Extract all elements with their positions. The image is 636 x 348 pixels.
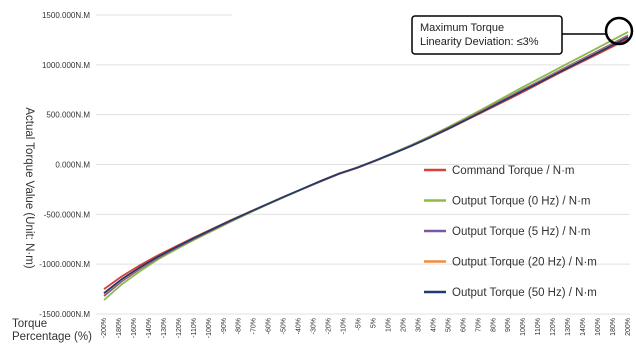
x-tick-label: -100% — [206, 318, 213, 338]
annotation-callout: Maximum Torque Linearity Deviation: ≤3% — [411, 15, 634, 55]
x-tick-label: -130% — [161, 318, 168, 338]
callout-box — [411, 15, 563, 55]
legend-label: Output Torque (50 Hz) / N·m — [452, 287, 597, 299]
gridlines — [96, 14, 630, 315]
x-tick-label: -30% — [311, 318, 318, 334]
deviation-highlight-circle — [604, 16, 634, 46]
series-line — [103, 36, 629, 294]
x-tick-label: -140% — [146, 318, 153, 338]
legend-label: Command Torque / N·m — [452, 165, 575, 177]
legend: Command Torque / N·m Output Torque (0 Hz)… — [424, 165, 597, 299]
legend-label: Output Torque (5 Hz) / N·m — [452, 226, 590, 238]
callout-text: Maximum Torque Linearity Deviation: ≤3% — [420, 22, 539, 48]
x-axis-ticks: -200% -180% -160% -140% -130% -120% -110% -100%… — [101, 318, 632, 338]
x-tick-label: 130% — [565, 318, 572, 336]
x-tick-label: -60% — [266, 318, 273, 334]
y-tick-label: -1000.000N.M — [39, 260, 90, 269]
x-tick-label: 120% — [550, 318, 557, 336]
x-tick-label: 60% — [460, 318, 467, 332]
x-tick-label: -20% — [326, 318, 333, 334]
x-tick-label: 70% — [475, 318, 482, 332]
y-axis-ticks: 1500.000N.M 1000.000N.M 500.000N.M 0.000N.M… — [39, 11, 90, 319]
y-tick-label: 0.000N.M — [55, 161, 90, 170]
legend-label: Output Torque (20 Hz) / N·m — [452, 257, 597, 269]
y-tick-label: 500.000N.M — [46, 111, 90, 120]
x-tick-label: 5% — [370, 318, 377, 328]
y-tick-label: -1500.000N.M — [39, 310, 90, 319]
x-tick-label: -120% — [176, 318, 183, 338]
x-axis-title-line2: Percentage (%) — [12, 331, 92, 343]
x-axis-title-line1: Torque — [12, 318, 47, 330]
x-tick-label: -200% — [101, 318, 108, 338]
x-tick-label: 40% — [430, 318, 437, 332]
x-tick-label: 80% — [490, 318, 497, 332]
x-tick-label: 200% — [625, 318, 632, 336]
x-tick-label: -80% — [236, 318, 243, 334]
x-tick-label: 180% — [610, 318, 617, 336]
x-tick-label: 30% — [415, 318, 422, 332]
x-tick-label: -10% — [341, 318, 348, 334]
y-axis-title: Actual Torque Value (Unit: N·m) — [23, 107, 35, 268]
x-tick-label: -160% — [131, 318, 138, 338]
x-tick-label: 110% — [535, 318, 542, 335]
x-tick-label: 50% — [445, 318, 452, 332]
x-tick-label: -50% — [281, 318, 288, 334]
series-lines — [103, 31, 629, 301]
x-tick-label: 20% — [400, 318, 407, 332]
x-tick-label: 10% — [385, 318, 392, 332]
x-tick-label: -90% — [221, 318, 228, 334]
x-tick-label: 160% — [595, 318, 602, 336]
y-tick-label: 1000.000N.M — [42, 61, 90, 70]
x-tick-label: -5% — [356, 318, 363, 330]
x-tick-label: 140% — [580, 318, 587, 336]
x-tick-label: -40% — [296, 318, 303, 334]
x-tick-label: -70% — [251, 318, 258, 334]
callout-text-line: Maximum Torque — [420, 22, 504, 34]
x-tick-label: -110% — [191, 318, 198, 338]
legend-label: Output Torque (0 Hz) / N·m — [452, 196, 590, 208]
x-tick-label: 100% — [520, 318, 527, 336]
callout-text-line: Linearity Deviation: ≤3% — [420, 36, 539, 48]
y-tick-label: 1500.000N.M — [42, 11, 90, 20]
y-tick-label: -500.000N.M — [44, 210, 91, 219]
x-tick-label: 90% — [505, 318, 512, 332]
x-tick-label: -180% — [116, 318, 123, 338]
